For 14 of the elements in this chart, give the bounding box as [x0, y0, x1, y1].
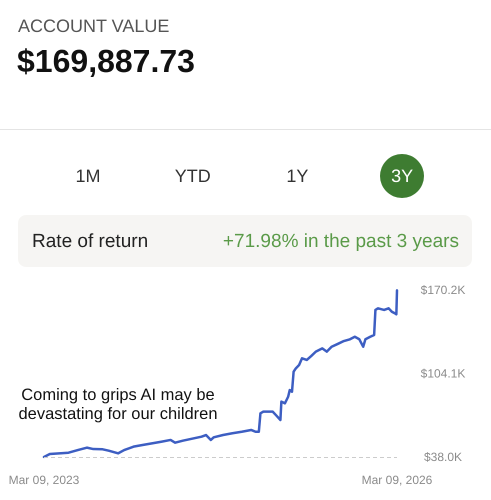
x-tick-label: Mar 09, 2023 — [8, 473, 80, 487]
x-tick-label: Mar 09, 2026 — [362, 473, 433, 487]
annotation: Coming to grips AI may be devastating for our children — [17, 386, 219, 423]
y-tick-label: $38.0K — [424, 450, 462, 464]
y-tick-label: $104.1K — [420, 366, 466, 380]
chart-subtitle: $169,887.73 — [17, 43, 195, 79]
selected-period-button[interactable]: 3Y — [380, 154, 424, 198]
text: Rate of return — [32, 230, 148, 253]
period-button[interactable]: 1M — [66, 154, 110, 198]
y-tick-label: $170.2K — [420, 283, 466, 297]
chart-title: ACCOUNT VALUE — [18, 16, 170, 37]
period-button[interactable]: 1Y — [275, 154, 320, 198]
text: +71.98% in the past 3 years — [222, 230, 459, 253]
period-button[interactable]: YTD — [170, 154, 215, 198]
